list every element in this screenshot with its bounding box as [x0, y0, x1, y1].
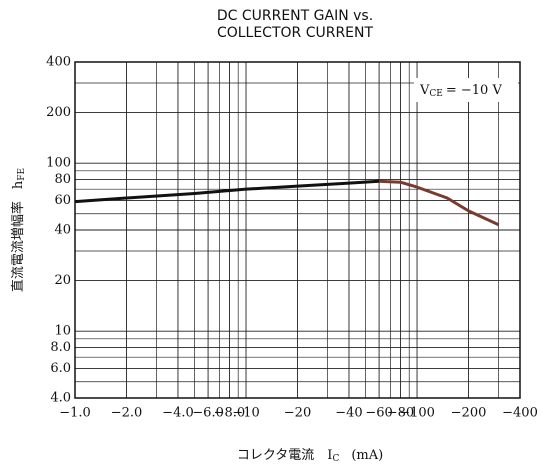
data-line [379, 181, 499, 224]
chart-title: COLLECTOR CURRENT [217, 25, 374, 41]
y-tick-label: 200 [46, 105, 71, 120]
x-label-unit: (mA) [351, 448, 383, 463]
y-tick-label: 40 [54, 223, 71, 238]
x-tick-label: −10 [232, 406, 259, 421]
chart-title: DC CURRENT GAIN vs. [217, 8, 373, 24]
x-tick-label: −400 [502, 406, 538, 421]
y-tick-label: 20 [54, 273, 71, 288]
data-line [75, 181, 379, 201]
y-tick-label: 8.0 [50, 340, 71, 355]
annotation-rest: = −10 V [446, 83, 503, 98]
y-tick-label: 60 [54, 193, 71, 208]
annotation-main: V [419, 83, 430, 98]
y-axis-label: 直流電流増幅率hFE [10, 168, 27, 292]
y-tick-label: 6.0 [50, 361, 71, 376]
x-tick-label: −40 [335, 406, 362, 421]
y-tick-label: 100 [46, 156, 71, 171]
annotation-sub: CE [429, 89, 442, 99]
x-tick-label: −200 [451, 406, 487, 421]
x-tick-label: −2.0 [111, 406, 143, 421]
y-tick-label: 10 [54, 324, 71, 339]
y-tick-label: 4.0 [50, 391, 71, 406]
chart: DC CURRENT GAIN vs. COLLECTOR CURRENT コレ… [0, 0, 542, 470]
y-tick-label: 80 [54, 172, 71, 187]
x-tick-label: −20 [284, 406, 311, 421]
x-label-text: コレクタ電流 I [237, 448, 333, 463]
y-label-main: 直流電流増幅率 [10, 201, 26, 292]
y-tick-label: 400 [46, 55, 71, 70]
y-label-sub: FE [17, 168, 27, 181]
x-tick-label: −100 [399, 406, 435, 421]
x-axis-label: コレクタ電流 IC (mA) [237, 448, 383, 464]
x-label-sub: C [332, 454, 339, 464]
y-label-text: 直流電流増幅率hFE [10, 168, 27, 292]
x-tick-label: −1.0 [59, 406, 91, 421]
x-tick-label: −4.0 [162, 406, 194, 421]
